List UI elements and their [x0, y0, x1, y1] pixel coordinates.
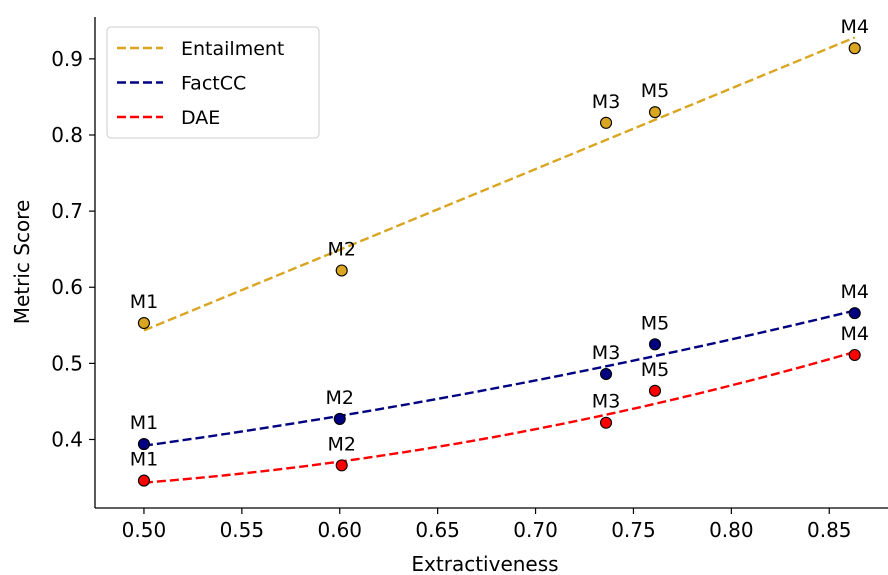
data-point-dae [648, 384, 662, 397]
point-label: M4 [840, 281, 868, 303]
x-tick-label: 0.85 [807, 518, 852, 542]
y-tick-label: 0.4 [51, 427, 83, 451]
data-point-entailment [848, 42, 861, 55]
data-point-dae [137, 474, 151, 487]
x-tick-label: 0.70 [513, 518, 558, 542]
point-label: M2 [327, 433, 355, 455]
x-tick-label: 0.50 [122, 518, 167, 542]
y-tick-label: 0.5 [51, 351, 83, 375]
legend-label: Entailment [181, 38, 284, 60]
ticks: 0.50 0.55 0.60 0.65 0.70 0.75 0.80 0.85 0.4 0.5 0.… [51, 47, 851, 542]
data-point-entailment [335, 264, 348, 277]
x-tick-label: 0.55 [220, 518, 265, 542]
axes [94, 17, 888, 509]
data-point-factcc [599, 367, 613, 381]
y-tick-label: 0.8 [51, 123, 83, 147]
legend-box [106, 26, 320, 139]
x-tick-label: 0.80 [709, 518, 754, 542]
data-point-dae [848, 348, 861, 362]
legend-label: DAE [181, 107, 220, 129]
point-label: M1 [130, 449, 158, 471]
point-label: M5 [641, 312, 669, 334]
plot-area: M1 M2 M3 M5 M4 M1 M2 M3 M5 M4 M1 M2 M3 M5 M4 [130, 16, 869, 487]
data-point-entailment [599, 116, 613, 129]
point-label: M4 [840, 16, 868, 38]
point-label: M3 [592, 91, 620, 113]
y-axis-label: Metric Score [10, 200, 34, 325]
data-point-dae [599, 416, 613, 429]
point-label: M3 [592, 391, 620, 413]
y-tick-label: 0.9 [51, 47, 83, 71]
x-axis-label: Extractiveness [411, 552, 558, 575]
trend-line-dae [143, 350, 856, 484]
point-label: M1 [130, 291, 158, 313]
data-point-factcc [848, 307, 861, 320]
y-tick-label: 0.7 [51, 199, 83, 223]
trend-line-factcc [143, 309, 855, 447]
data-point-factcc [648, 338, 662, 351]
data-point-entailment [137, 316, 151, 330]
legend: Entailment FactCC DAE [106, 26, 320, 139]
x-tick-label: 0.75 [611, 518, 656, 542]
y-tick-label: 0.6 [51, 275, 83, 299]
data-point-factcc [333, 412, 346, 425]
data-point-factcc [137, 438, 151, 451]
point-label: M5 [641, 80, 669, 102]
data-point-entailment [648, 106, 662, 119]
x-tick-label: 0.60 [317, 518, 362, 542]
point-label: M2 [326, 387, 354, 409]
data-point-dae [335, 459, 348, 472]
point-label: M5 [641, 359, 669, 381]
x-tick-label: 0.65 [415, 518, 460, 542]
legend-label: FactCC [181, 73, 246, 95]
point-label: M2 [327, 238, 355, 260]
point-label: M1 [130, 412, 158, 434]
trend-line-entailment [143, 36, 856, 332]
point-label: M4 [840, 323, 868, 345]
point-label: M3 [592, 342, 620, 364]
